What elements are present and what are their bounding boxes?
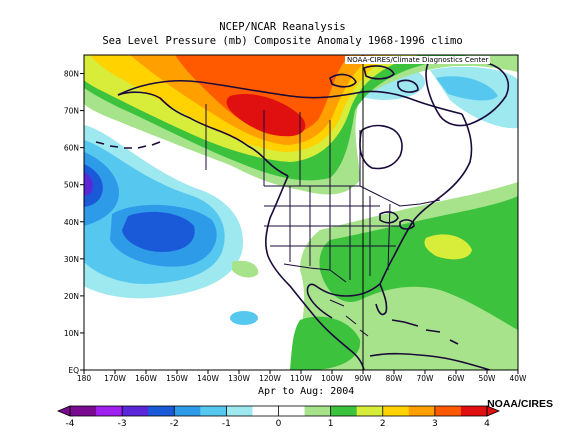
colorbar-segment [226,406,253,416]
data-credit: NOAA-CIRES/Climate Diagnostics Center [345,56,491,64]
colorbar-tick-label: -4 [66,419,75,429]
lat-tick-label: 80N [64,70,79,79]
lon-tick-label: 140W [197,374,219,383]
mexico-central-america-borders [329,299,369,337]
positive-anomaly-red-core [226,93,306,137]
positive-anomaly-dark-orange [175,55,350,136]
us-canada-border [264,185,441,207]
period-label: Apr to Aug: 2004 [258,386,355,397]
colorbar-tick-label: 2 [380,419,386,429]
colorbar-segment [70,406,97,416]
lat-tick-label: EQ [68,366,79,375]
colorbar-segment [122,406,149,416]
colorbar-segment [434,406,462,416]
colorbar-segment [382,406,410,416]
north-america-east-coast [379,113,473,285]
us-state-lines [264,186,400,280]
us-mexico-border [283,263,347,283]
negative-anomaly-small-subtropical [230,311,258,325]
lat-tick-label: 20N [64,292,79,301]
north-america-west-coast [265,175,365,370]
caribbean-islands [391,319,459,345]
gulf-of-mexico [306,283,381,319]
colorbar-low-arrow [56,405,71,417]
lon-tick-label: 100W [321,374,343,383]
map-title: NCEP/NCAR Reanalysis [219,21,346,33]
lon-tick-label: 90W [355,374,373,383]
colorbar-tick-label: 0 [276,419,282,429]
greenland-coastline [425,57,510,127]
arctic-islands [329,65,419,93]
lon-tick-label: 180 [77,374,92,383]
canada-province-lines [263,110,361,186]
colorbar-tick-label: -2 [170,419,179,429]
colorbar-tick-label: -3 [118,419,127,429]
colorbar-segment [330,406,358,416]
longitude-axis: 180 170W 160W 150W 140W 130W 120W 110W 100W 90W 80… [77,370,527,383]
florida [375,283,388,316]
south-america-north-coast [369,352,491,370]
aleutian-islands [95,141,161,149]
anomaly-field [84,55,518,370]
colorbar-tick-label: 4 [484,419,490,429]
colorbar-tick-label: 1 [328,419,334,429]
lon-tick-label: 160W [135,374,157,383]
alaska-coastline [117,91,289,177]
lon-tick-label: 80W [386,374,404,383]
positive-anomaly-green-atlantic [319,196,518,330]
negative-anomaly-core-pacific [122,211,195,252]
lat-tick-label: 40N [64,218,79,227]
positive-anomaly-green-pacific-coast [232,260,259,278]
lat-tick-label: 50N [64,181,79,190]
lon-tick-label: 130W [228,374,250,383]
brand-label: NOAA/CIRES [487,398,553,410]
colorbar-segment [278,406,306,416]
lat-tick-label: 60N [64,144,79,153]
colorbar-segment [356,406,384,416]
colorbar-tick-label: 3 [432,419,438,429]
lon-tick-label: 70W [417,374,435,383]
lon-tick-label: 60W [448,374,466,383]
positive-anomaly-green-central-america [290,316,361,370]
colorbar-segment [96,406,123,416]
arctic-coastline [117,79,463,115]
lon-tick-label: 40W [510,374,528,383]
colorbar-segment [148,406,175,416]
great-lakes [379,211,415,230]
political-borders [205,104,441,337]
colorbar-segment [460,406,488,416]
negative-anomaly-arctic-east-core [436,76,498,101]
colorbar-segment [174,406,201,416]
negative-anomaly-core-dateline [84,164,103,207]
lat-tick-label: 30N [64,255,79,264]
lon-tick-label: 50W [479,374,497,383]
lon-tick-label: 120W [259,374,281,383]
colorbar-segment [408,406,436,416]
lon-tick-label: 150W [166,374,188,383]
colorbar-segment [200,406,227,416]
colorbar-segment [304,406,332,416]
negative-anomaly-min-dateline [84,172,93,196]
colorbar: -4 -3 -2 -1 0 1 2 3 4 [56,405,501,429]
lat-tick-label: 70N [64,107,79,116]
colorbar-segment [252,406,279,416]
coastlines [95,57,510,370]
lat-tick-label: 10N [64,329,79,338]
lon-tick-label: 170W [104,374,126,383]
latitude-axis: EQ 10N 20N 30N 40N 50N 60N 70N 80N [64,70,84,375]
positive-anomaly-yellow-atlantic [424,234,472,260]
colorbar-tick-label: -1 [222,419,231,429]
lon-tick-label: 110W [290,374,312,383]
map-subtitle: Sea Level Pressure (mb) Composite Anomal… [102,35,463,47]
